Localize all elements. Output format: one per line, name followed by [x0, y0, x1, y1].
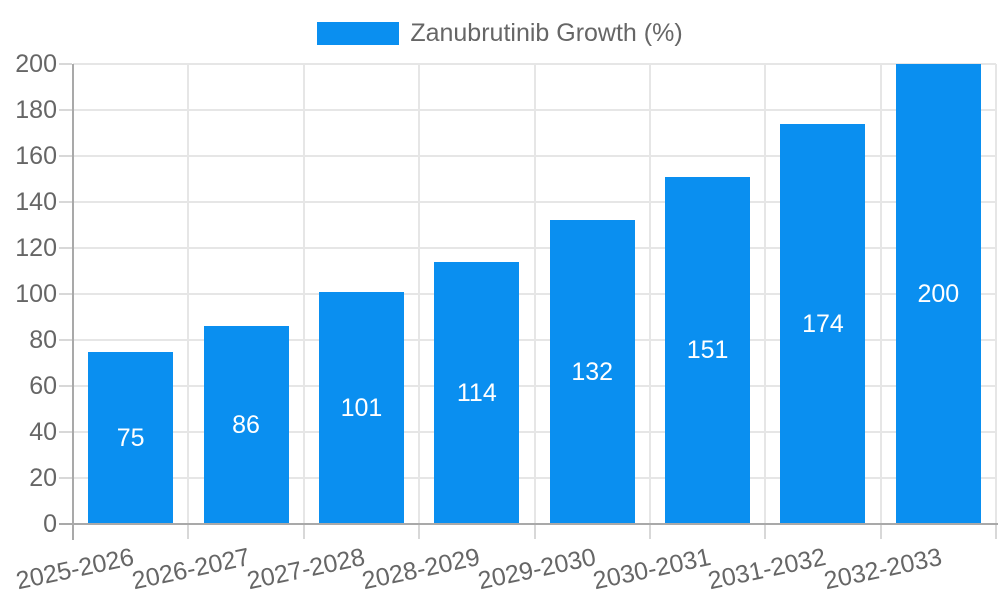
x-tick-label: 2029-2030	[475, 543, 599, 596]
y-tick-label: 200	[15, 50, 57, 78]
bar[interactable]	[895, 64, 981, 523]
legend-label: Zanubrutinib Growth (%)	[410, 19, 683, 47]
y-axis-tick	[59, 247, 72, 249]
y-axis-tick	[59, 477, 72, 479]
y-axis-line	[72, 64, 74, 540]
x-axis-tick	[187, 525, 190, 539]
x-axis-tick	[533, 525, 536, 539]
y-axis-tick	[59, 385, 72, 387]
legend-swatch-icon	[317, 22, 400, 45]
x-tick-label: 2031-2032	[705, 543, 829, 596]
x-axis-tick	[302, 525, 305, 539]
x-axis-tick	[648, 525, 651, 539]
gridline-vertical	[995, 64, 997, 524]
y-tick-label: 0	[43, 510, 57, 538]
bar[interactable]	[203, 326, 289, 523]
y-axis-tick	[59, 431, 72, 433]
gridline-vertical	[533, 64, 536, 524]
y-axis-tick	[59, 109, 72, 111]
y-tick-label: 160	[15, 142, 57, 170]
x-tick-label: 2032-2033	[821, 543, 945, 596]
x-axis-line	[59, 523, 998, 525]
bar[interactable]	[665, 176, 751, 523]
y-tick-label: 140	[15, 188, 57, 216]
y-tick-label: 40	[29, 418, 57, 446]
legend-item[interactable]: Zanubrutinib Growth (%)	[0, 19, 1000, 47]
bar[interactable]	[780, 123, 866, 523]
x-tick-label: 2028-2029	[359, 543, 483, 596]
y-axis-tick	[59, 339, 72, 341]
x-tick-label: 2025-2026	[13, 543, 137, 596]
x-axis-tick	[418, 525, 421, 539]
bar[interactable]	[434, 261, 520, 523]
x-axis-tick	[764, 525, 767, 539]
y-tick-label: 120	[15, 234, 57, 262]
x-axis-tick	[879, 525, 882, 539]
gridline-vertical	[879, 64, 882, 524]
gridline-vertical	[187, 64, 190, 524]
bar[interactable]	[549, 220, 635, 523]
y-axis-tick	[59, 293, 72, 295]
y-tick-label: 180	[15, 96, 57, 124]
gridline-vertical	[648, 64, 651, 524]
gridline-vertical	[764, 64, 767, 524]
y-tick-label: 20	[29, 464, 57, 492]
y-axis-tick	[59, 201, 72, 203]
y-tick-label: 80	[29, 326, 57, 354]
x-tick-label: 2027-2028	[244, 543, 368, 596]
gridline-vertical	[302, 64, 305, 524]
bar[interactable]	[88, 351, 174, 523]
x-tick-label: 2030-2031	[590, 543, 714, 596]
x-axis-tick	[995, 525, 997, 539]
y-tick-label: 60	[29, 372, 57, 400]
gridline-vertical	[418, 64, 421, 524]
y-axis-tick	[59, 155, 72, 157]
x-tick-label: 2026-2027	[129, 543, 252, 596]
bar[interactable]	[318, 291, 404, 523]
y-tick-label: 100	[15, 280, 57, 308]
y-axis-tick	[59, 63, 72, 65]
